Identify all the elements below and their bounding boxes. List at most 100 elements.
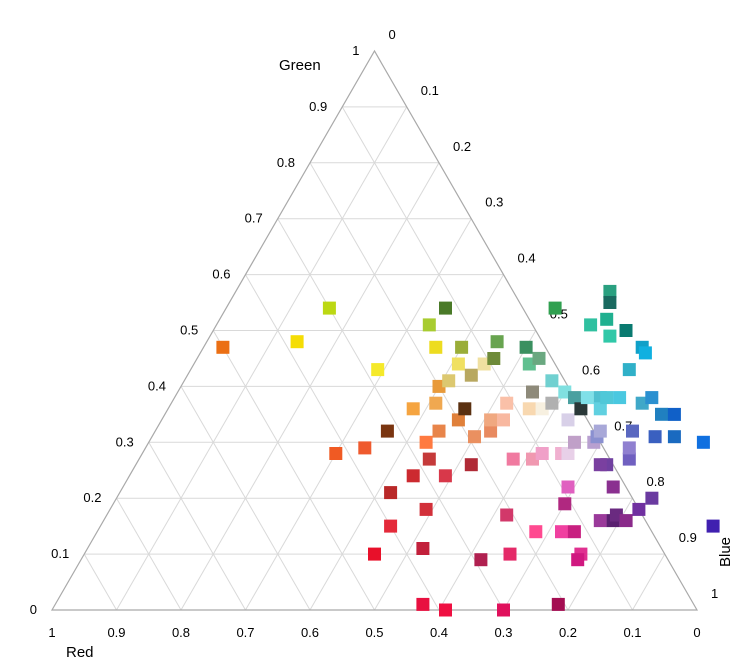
data-point — [548, 301, 562, 315]
grid-line — [180, 386, 311, 611]
data-point — [500, 396, 514, 410]
green-ticks: 0 0.1 0.2 0.3 0.4 0.5 0.6 0.7 0.8 0.9 1 — [30, 43, 360, 617]
data-point — [545, 374, 559, 388]
data-point — [593, 424, 607, 438]
data-point — [416, 542, 430, 555]
data-point — [613, 391, 627, 405]
blue-axis-title: Blue — [717, 537, 734, 567]
data-point — [329, 447, 343, 460]
data-point — [568, 435, 581, 449]
grid-line — [212, 330, 375, 611]
data-point — [490, 335, 504, 349]
data-point — [419, 435, 433, 449]
data-point — [532, 351, 546, 365]
grid-line — [148, 442, 246, 611]
data-point — [593, 514, 607, 528]
data-point — [519, 340, 533, 354]
grid-line — [438, 386, 569, 611]
data-point — [603, 329, 617, 343]
red-tick-label: 0.7 — [236, 625, 254, 640]
blue-tick-label: 0.8 — [647, 474, 665, 489]
data-point — [458, 402, 472, 416]
data-point — [568, 391, 581, 405]
data-point — [464, 458, 478, 472]
data-point — [603, 296, 617, 309]
green-tick-label: 0.9 — [309, 99, 327, 114]
data-point — [406, 469, 420, 483]
data-point — [561, 480, 575, 494]
grid-line — [116, 106, 408, 611]
grid-line — [374, 330, 537, 611]
data-point — [484, 424, 498, 438]
data-point — [551, 597, 565, 611]
data-point — [464, 368, 478, 382]
triangle-outline — [50, 49, 699, 611]
data-point — [368, 547, 381, 561]
data-point — [545, 396, 559, 410]
data-point — [290, 335, 304, 349]
red-axis-title: Red — [66, 644, 94, 661]
data-point — [497, 413, 510, 427]
green-tick-label: 0.7 — [245, 211, 263, 226]
data-point — [371, 363, 385, 377]
data-point — [706, 519, 720, 533]
grid-line — [83, 553, 117, 611]
data-point — [503, 547, 517, 561]
blue-tick-label: 0.4 — [518, 251, 536, 266]
data-point — [622, 441, 636, 455]
data-point — [622, 452, 636, 466]
data-points — [216, 284, 720, 617]
data-point — [593, 402, 607, 416]
grid-line — [245, 218, 472, 611]
data-point — [522, 402, 536, 416]
data-point — [429, 396, 443, 410]
data-point — [451, 413, 465, 427]
blue-ticks: 00.10.20.30.40.50.60.70.80.91 — [389, 27, 719, 601]
data-point — [626, 424, 639, 438]
data-point — [442, 374, 456, 388]
green-tick-label: 0.1 — [51, 546, 69, 561]
data-point — [439, 603, 452, 617]
blue-tick-label: 0.3 — [485, 195, 503, 210]
data-point — [567, 525, 581, 539]
green-tick-label: 0.4 — [148, 378, 166, 393]
data-point — [384, 486, 398, 500]
data-point — [667, 430, 681, 444]
data-point — [380, 424, 394, 438]
data-point — [439, 301, 452, 315]
data-point — [529, 525, 543, 539]
data-point — [487, 352, 501, 365]
green-tick-label: 0.8 — [277, 155, 295, 170]
data-point — [600, 391, 614, 405]
red-tick-label: 0.9 — [107, 625, 125, 640]
data-point — [455, 340, 469, 354]
blue-tick-label: 1 — [711, 586, 718, 601]
grid-line — [277, 218, 504, 611]
data-point — [638, 346, 652, 360]
blue-tick-label: 0.2 — [453, 139, 471, 154]
data-point — [535, 447, 549, 460]
red-ticks: 0 0.1 0.2 0.3 0.4 0.5 0.6 0.7 0.8 0.9 1 — [48, 625, 700, 640]
red-tick-label: 0.8 — [172, 625, 190, 640]
data-point — [580, 391, 594, 405]
data-point — [603, 284, 617, 298]
data-point — [500, 508, 514, 522]
data-point — [474, 553, 488, 567]
grid-line — [503, 442, 601, 611]
blue-tick-label: 0.6 — [582, 362, 600, 377]
data-point — [574, 402, 588, 416]
data-point — [593, 458, 607, 472]
data-point — [645, 391, 659, 405]
green-axis-title: Green — [279, 57, 321, 74]
data-point — [406, 402, 420, 416]
green-tick-label: 0.6 — [212, 267, 230, 282]
red-tick-label: 0.2 — [559, 625, 577, 640]
data-point — [432, 424, 446, 438]
red-tick-label: 0.5 — [365, 625, 383, 640]
data-point — [561, 413, 575, 427]
grid-line — [116, 497, 182, 611]
blue-tick-label: 0.1 — [421, 83, 439, 98]
red-tick-label: 0.1 — [623, 625, 641, 640]
red-tick-label: 0 — [693, 625, 700, 640]
data-point — [416, 597, 430, 611]
